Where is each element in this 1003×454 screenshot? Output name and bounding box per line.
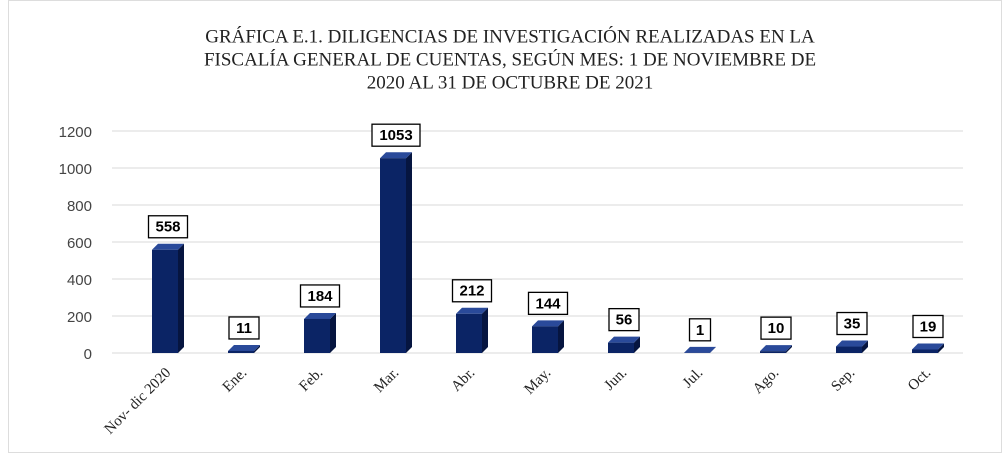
bar-top bbox=[228, 344, 260, 351]
value-label-box bbox=[688, 318, 712, 342]
bar-top bbox=[836, 340, 868, 347]
value-label-box bbox=[451, 279, 493, 303]
bar-side bbox=[862, 340, 868, 353]
bar bbox=[532, 326, 558, 353]
x-tick-label: Sep. bbox=[828, 365, 858, 395]
bar-side bbox=[786, 345, 792, 353]
bar bbox=[608, 342, 634, 353]
bar-side bbox=[330, 312, 336, 353]
bar bbox=[456, 313, 482, 353]
chart-title: 2020 AL 31 DE OCTUBRE DE 2021 bbox=[367, 72, 653, 93]
bar-top bbox=[380, 152, 412, 159]
bar-top bbox=[304, 312, 336, 319]
y-tick-label: 600 bbox=[67, 235, 92, 252]
value-label-box bbox=[760, 316, 792, 340]
value-label: 35 bbox=[844, 315, 861, 332]
bar-side bbox=[558, 320, 564, 353]
y-tick-label: 800 bbox=[67, 198, 92, 215]
value-label: 144 bbox=[535, 295, 561, 312]
bar-top bbox=[684, 346, 716, 353]
value-label-box bbox=[608, 307, 640, 332]
bar-top bbox=[456, 307, 488, 314]
x-tick-label: Abr. bbox=[448, 365, 478, 395]
x-tick-label: Ene. bbox=[220, 365, 250, 395]
value-label: 56 bbox=[616, 312, 633, 329]
value-label: 10 bbox=[768, 320, 785, 337]
x-tick-label: Feb. bbox=[296, 365, 326, 395]
value-label: 212 bbox=[459, 283, 484, 300]
bar bbox=[836, 346, 862, 353]
value-label-box bbox=[371, 123, 421, 147]
bar-top bbox=[760, 345, 792, 352]
bar-side bbox=[634, 336, 640, 353]
y-tick-label: 200 bbox=[67, 309, 92, 326]
chart-title: GRÁFICA E.1. DILIGENCIAS DE INVESTIGACIÓ… bbox=[205, 25, 815, 47]
frame bbox=[8, 0, 1002, 453]
bar-top bbox=[912, 343, 944, 350]
bar bbox=[228, 350, 254, 353]
value-label-box bbox=[836, 311, 868, 336]
x-tick-label: Mar. bbox=[371, 365, 402, 396]
bar-side bbox=[710, 346, 716, 353]
bar-top bbox=[532, 320, 564, 327]
value-label-box bbox=[527, 291, 569, 316]
y-tick-label: 400 bbox=[67, 272, 92, 289]
bar-side bbox=[178, 243, 184, 353]
bar bbox=[760, 351, 786, 353]
value-label: 558 bbox=[155, 219, 180, 236]
value-label: 1 bbox=[696, 322, 704, 339]
value-label-box bbox=[147, 215, 189, 239]
x-tick-label: Jun. bbox=[602, 365, 631, 394]
value-label-box bbox=[299, 284, 341, 308]
value-label-box bbox=[228, 316, 260, 340]
y-tick-label: 1200 bbox=[59, 124, 92, 141]
bar-top bbox=[152, 243, 184, 250]
bar-side bbox=[406, 152, 412, 353]
value-label-box bbox=[912, 314, 944, 339]
bar-side bbox=[938, 343, 944, 353]
value-label: 19 bbox=[920, 318, 937, 335]
value-label: 1053 bbox=[379, 127, 412, 144]
value-label: 184 bbox=[307, 288, 333, 305]
bar bbox=[380, 158, 406, 353]
bar-top bbox=[608, 336, 640, 343]
bar bbox=[912, 349, 938, 353]
bar-side bbox=[482, 307, 488, 353]
x-tick-label: Oct. bbox=[905, 365, 934, 394]
chart-title: FISCALÍA GENERAL DE CUENTAS, SEGÚN MES: … bbox=[204, 48, 816, 70]
x-tick-label: Nov- dic 2020 bbox=[102, 365, 175, 438]
y-tick-label: 0 bbox=[84, 346, 92, 363]
x-tick-label: Jul. bbox=[680, 365, 706, 391]
bar bbox=[152, 249, 178, 353]
value-label: 11 bbox=[236, 320, 252, 337]
x-tick-label: Ago. bbox=[750, 365, 782, 397]
x-tick-label: May. bbox=[522, 365, 555, 398]
bar bbox=[304, 318, 330, 353]
bar-side bbox=[254, 344, 260, 353]
y-tick-label: 1000 bbox=[59, 161, 92, 178]
